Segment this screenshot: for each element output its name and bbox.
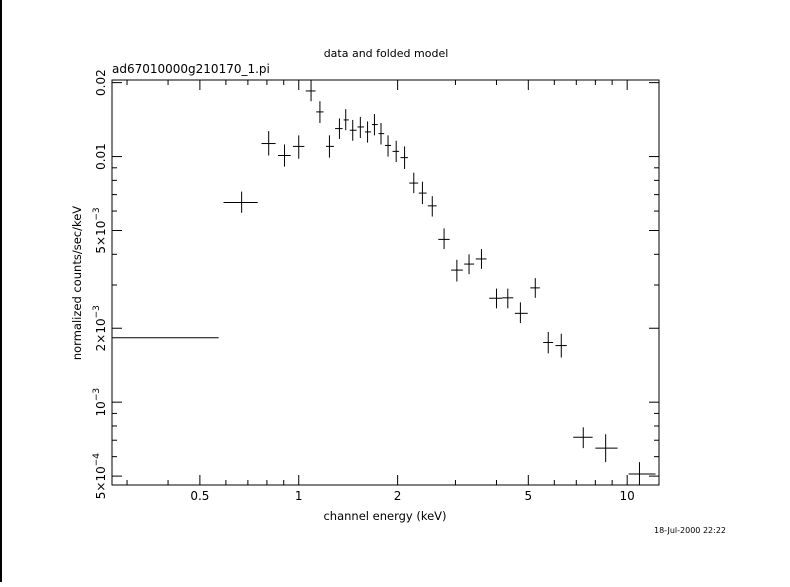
x-tick-label: 10 — [620, 489, 635, 503]
x-tick-label: 2 — [394, 489, 402, 503]
data-point — [261, 131, 276, 156]
timestamp: 18-Jul-2000 22:22 — [654, 526, 726, 535]
chart-title: data and folded model — [324, 47, 449, 60]
y-axis-label: normalized counts/sec/keV — [70, 206, 84, 360]
data-point — [475, 249, 487, 269]
axis-tick-labels: 0.5 1 2 5 10 5×10−4 10−3 2×10−3 5×10−3 0.01 0.02 — [92, 69, 635, 503]
data-point — [316, 101, 324, 123]
data-point — [400, 146, 408, 169]
data-points — [111, 80, 656, 485]
y-tick-label: 2×10−3 — [92, 305, 108, 351]
data-point — [543, 332, 554, 354]
data-point — [427, 196, 437, 217]
plot-frame — [111, 79, 660, 486]
data-point — [349, 119, 357, 141]
data-point — [438, 228, 450, 250]
axis-ticks — [112, 80, 659, 485]
data-point — [292, 135, 305, 159]
data-point — [464, 254, 475, 275]
data-point — [392, 140, 400, 163]
data-point — [530, 278, 540, 298]
x-tick-label: 0.5 — [190, 489, 209, 503]
data-point — [489, 288, 503, 309]
y-tick-label: 5×10−4 — [92, 453, 108, 500]
data-point — [378, 122, 385, 145]
data-point — [278, 144, 291, 167]
data-point — [573, 427, 593, 449]
y-tick-label: 5×10−3 — [92, 207, 108, 253]
data-point — [628, 462, 656, 485]
data-point — [418, 181, 427, 205]
y-tick-label: 0.01 — [94, 143, 108, 170]
data-point — [514, 302, 528, 324]
data-point — [502, 288, 514, 309]
data-point — [111, 327, 219, 349]
data-point — [451, 259, 463, 282]
x-tick-label: 1 — [295, 489, 303, 503]
y-tick-label: 0.02 — [94, 69, 108, 96]
y-tick-label: 10−3 — [92, 388, 108, 417]
data-point — [305, 80, 316, 102]
data-point — [409, 172, 419, 194]
data-point — [364, 121, 372, 143]
chart-subtitle: ad67010000g210170_1.pi — [112, 62, 270, 76]
data-point — [595, 434, 618, 463]
data-point — [357, 116, 364, 139]
data-point — [325, 135, 334, 158]
data-point — [223, 191, 258, 213]
data-point — [335, 118, 343, 139]
x-axis-label: channel energy (keV) — [323, 509, 446, 523]
x-tick-label: 5 — [524, 489, 532, 503]
data-point — [555, 333, 567, 358]
data-point — [371, 114, 378, 136]
data-point — [343, 109, 349, 131]
data-point — [384, 135, 392, 157]
